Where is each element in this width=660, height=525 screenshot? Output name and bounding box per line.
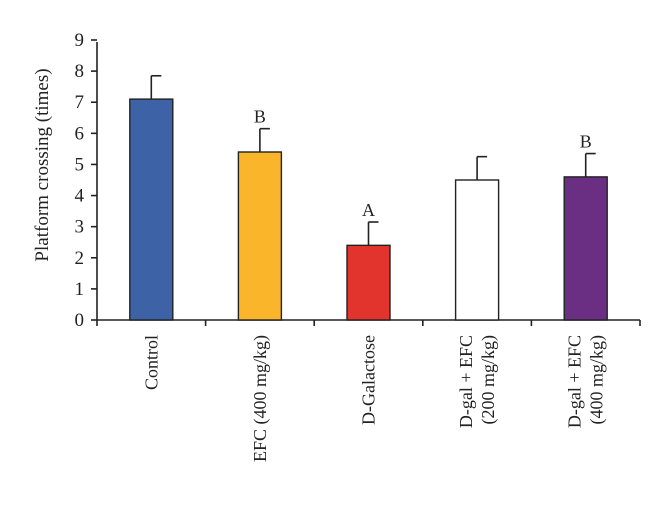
y-tick-label: 6 bbox=[75, 123, 85, 144]
category-label: D-Galactose bbox=[359, 335, 379, 425]
significance-label: A bbox=[362, 200, 375, 220]
x-ticks bbox=[96, 320, 641, 326]
significance-label: B bbox=[580, 132, 592, 152]
bar bbox=[346, 244, 391, 321]
y-ticks: 0 1 2 3 4 5 6 7 8 9 bbox=[75, 30, 97, 331]
bar bbox=[129, 98, 174, 321]
significance-labels: B A B bbox=[254, 107, 592, 220]
category-label: Control bbox=[141, 335, 161, 390]
y-axis-label: Platform crossing (times) bbox=[32, 68, 53, 261]
category-label: (400 mg/kg) bbox=[587, 335, 608, 425]
bar bbox=[237, 151, 283, 321]
category-label: D-gal + EFC bbox=[456, 335, 476, 428]
y-tick-label: 0 bbox=[75, 310, 85, 331]
y-tick-label: 1 bbox=[75, 279, 85, 300]
y-tick-label: 5 bbox=[75, 154, 85, 175]
error-bars bbox=[150, 74, 596, 246]
y-tick-label: 3 bbox=[75, 217, 85, 238]
category-labels: Control EFC (400 mg/kg) D-Galactose D-gal +… bbox=[141, 335, 607, 462]
category-label: (200 mg/kg) bbox=[478, 335, 499, 425]
y-tick-label: 8 bbox=[75, 61, 85, 82]
category-label: D-gal + EFC bbox=[565, 335, 585, 428]
y-tick-label: 4 bbox=[75, 186, 85, 207]
bars bbox=[129, 98, 608, 321]
y-tick-label: 2 bbox=[75, 248, 85, 269]
category-label: EFC (400 mg/kg) bbox=[250, 335, 271, 462]
bar bbox=[454, 179, 500, 321]
significance-label: B bbox=[254, 107, 266, 127]
bar bbox=[563, 176, 608, 321]
y-tick-label: 7 bbox=[75, 92, 85, 113]
y-tick-label: 9 bbox=[75, 30, 85, 51]
